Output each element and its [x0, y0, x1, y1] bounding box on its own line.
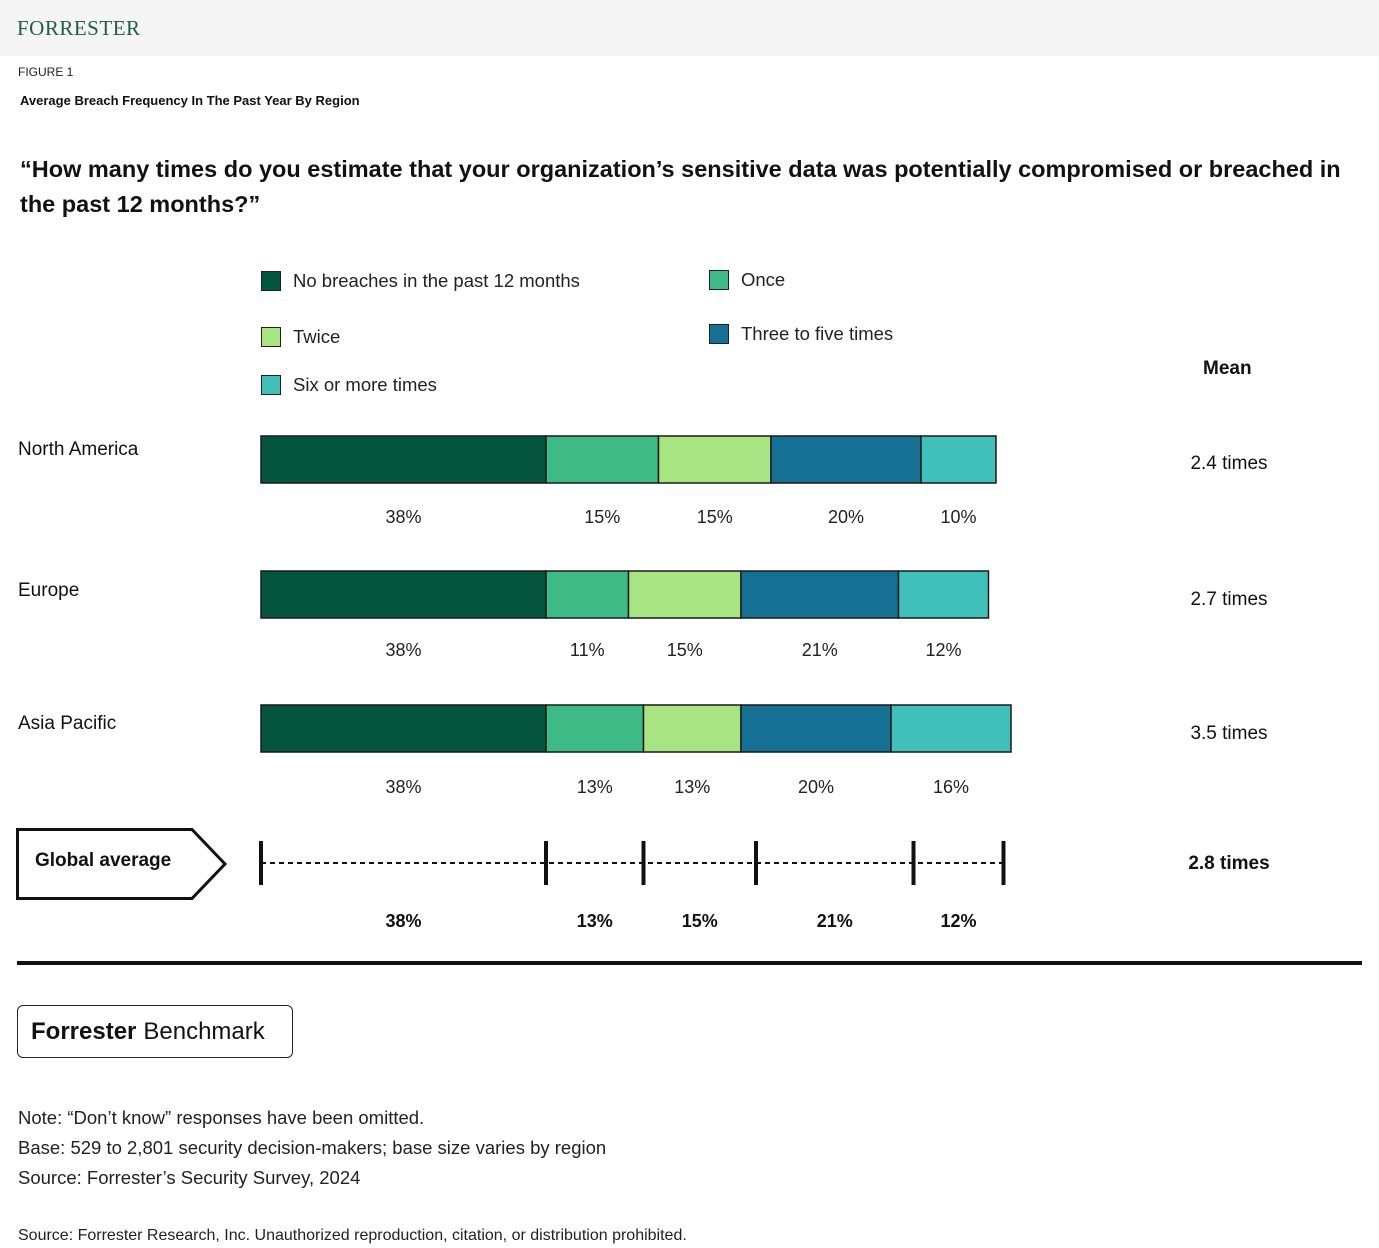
legend-swatch — [709, 270, 729, 290]
value-label-north-america-three-to-five-times: 20% — [828, 507, 864, 527]
global-average-value-label-twice: 15% — [682, 911, 718, 931]
legend-item-no-breaches: No breaches in the past 12 months — [261, 270, 580, 292]
footer-copyright: Source: Forrester Research, Inc. Unautho… — [18, 1227, 687, 1244]
legend-swatch — [709, 324, 729, 344]
region-label-north-america: North America — [18, 439, 139, 460]
global-average-value-label-once: 13% — [577, 911, 613, 931]
legend-label: Three to five times — [741, 323, 894, 344]
legend-swatch — [261, 375, 281, 395]
bar-europe-twice — [627, 570, 742, 619]
bar-north-america-once — [545, 435, 660, 484]
value-label-europe-once: 11% — [570, 640, 605, 660]
value-label-asia-pacific-three-to-five-times: 20% — [798, 777, 834, 797]
value-label-asia-pacific-once: 13% — [577, 777, 613, 797]
bar-north-america-six-or-more-times — [920, 435, 997, 484]
value-label-north-america-once: 15% — [584, 507, 620, 527]
mean-header: Mean — [1203, 358, 1252, 379]
bar-north-america-twice — [657, 435, 772, 484]
value-label-europe-no-breaches-in-the-past-12-months: 38% — [385, 640, 421, 660]
bar-asia-pacific-six-or-more-times — [890, 704, 1012, 753]
legend-item-twice: Twice — [261, 326, 340, 348]
figure-label: FIGURE 1 — [18, 65, 74, 79]
survey-question: “How many times do you estimate that you… — [20, 156, 1341, 217]
divider-rule — [17, 961, 1362, 965]
bar-asia-pacific-once — [545, 704, 645, 753]
global-average-value-label-three-to-five-times: 21% — [817, 911, 853, 931]
value-label-north-america-twice: 15% — [697, 507, 733, 527]
global-average-arrow-box — [16, 828, 228, 900]
mean-value-europe: 2.7 times — [1190, 589, 1268, 610]
bar-asia-pacific-no-breaches-in-the-past-12-months — [260, 704, 547, 753]
stacked-bar-chart: 38% 15% 15% 20% 10% 38% 11% 15% 21% 12% 38% 13% 13% 2… — [259, 435, 1012, 931]
forrester-benchmark-badge: Forrester Benchmark — [17, 1005, 293, 1058]
bar-north-america-no-breaches-in-the-past-12-months — [260, 435, 547, 484]
bar-asia-pacific-twice — [642, 704, 742, 753]
legend-swatch — [261, 327, 281, 347]
legend-label: No breaches in the past 12 months — [293, 270, 580, 291]
header-bar: FORRESTER — [0, 0, 1379, 56]
global-average-mean: 2.8 times — [1188, 853, 1270, 874]
value-label-north-america-no-breaches-in-the-past-12-months: 38% — [385, 507, 421, 527]
bar-europe-once — [545, 570, 630, 619]
value-label-europe-three-to-five-times: 21% — [802, 640, 838, 660]
global-average-value-label-no-breaches-in-the-past-12-months: 38% — [385, 911, 421, 931]
value-label-asia-pacific-twice: 13% — [674, 777, 710, 797]
value-label-asia-pacific-no-breaches-in-the-past-12-months: 38% — [385, 777, 421, 797]
global-average-value-label-six-or-more-times: 12% — [940, 911, 976, 931]
value-label-europe-six-or-more-times: 12% — [925, 640, 961, 660]
legend-swatch — [261, 271, 281, 291]
bar-europe-six-or-more-times — [897, 570, 990, 619]
mean-value-north-america: 2.4 times — [1190, 453, 1268, 474]
legend-label: Twice — [293, 326, 341, 347]
figure-title: Average Breach Frequency In The Past Yea… — [20, 93, 360, 108]
bar-europe-three-to-five-times — [740, 570, 900, 619]
forrester-logo: FORRESTER — [17, 16, 141, 40]
benchmark-label: Benchmark — [143, 1017, 265, 1045]
bar-europe-no-breaches-in-the-past-12-months — [260, 570, 547, 619]
mean-value-asia-pacific: 3.5 times — [1190, 723, 1268, 744]
global-average-label: Global average — [35, 850, 172, 871]
base-text: Base: 529 to 2,801 security decision-mak… — [18, 1137, 607, 1158]
legend-item-once: Once — [709, 269, 785, 291]
value-label-north-america-six-or-more-times: 10% — [940, 507, 976, 527]
legend-item-six-or-more: Six or more times — [261, 374, 437, 396]
value-label-europe-twice: 15% — [667, 640, 703, 660]
region-label-europe: Europe — [18, 580, 80, 601]
legend-label: Once — [741, 269, 786, 290]
value-label-asia-pacific-six-or-more-times: 16% — [933, 777, 969, 797]
bar-asia-pacific-three-to-five-times — [740, 704, 892, 753]
region-label-asia-pacific: Asia Pacific — [18, 713, 117, 734]
source-text: Source: Forrester’s Security Survey, 202… — [18, 1167, 361, 1188]
legend-label: Six or more times — [293, 374, 437, 395]
legend-item-three-to-five: Three to five times — [709, 323, 893, 345]
benchmark-brand: Forrester — [31, 1017, 137, 1045]
bar-north-america-three-to-five-times — [770, 435, 922, 484]
note-text: Note: “Don’t know” responses have been o… — [18, 1107, 425, 1128]
